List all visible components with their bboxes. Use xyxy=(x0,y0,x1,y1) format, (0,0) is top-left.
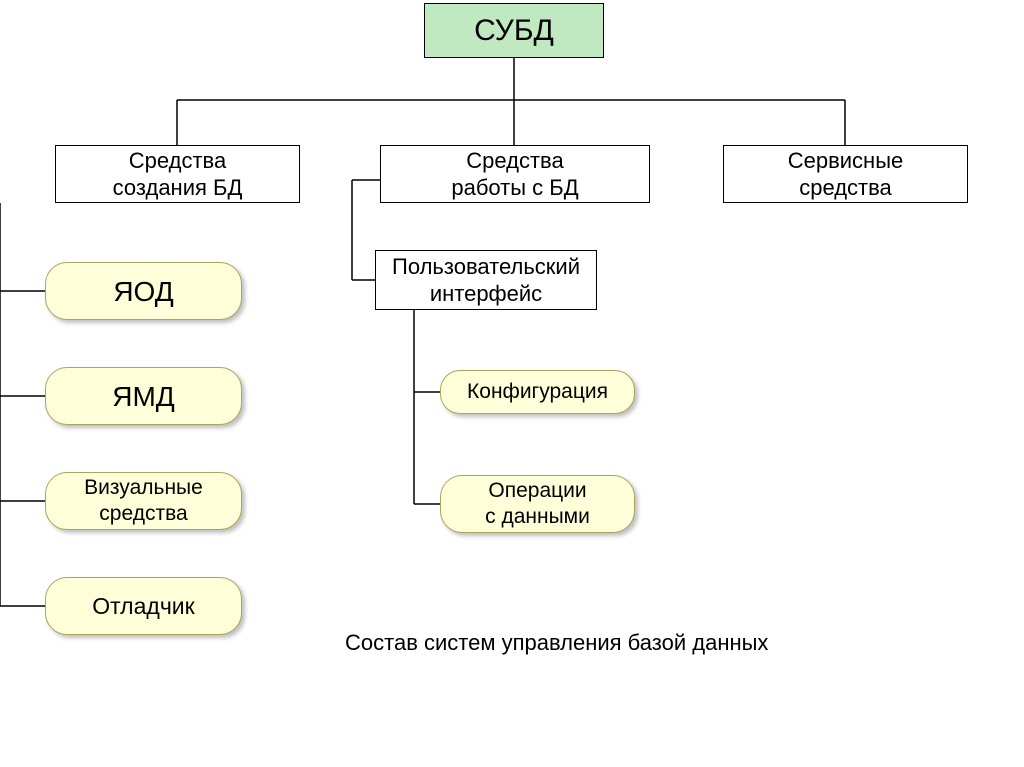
node-root-label: СУБД xyxy=(474,12,554,50)
node-leaf-yaod-label: ЯОД xyxy=(113,274,173,309)
node-leaf-visual: Визуальныесредства xyxy=(45,472,242,530)
node-branch-mid: Средстваработы с БД xyxy=(380,145,650,203)
node-leaf-visual-label: Визуальныесредства xyxy=(84,475,203,528)
node-branch-left-label: Средствасоздания БД xyxy=(113,147,243,202)
node-leaf-yamd: ЯМД xyxy=(45,367,242,425)
node-leaf-yamd-label: ЯМД xyxy=(112,379,175,414)
diagram-caption: Состав систем управления базой данных xyxy=(345,630,768,656)
node-leaf-debug: Отладчик xyxy=(45,577,242,635)
node-branch-left: Средствасоздания БД xyxy=(55,145,300,203)
node-branch-right-label: Сервисныесредства xyxy=(788,147,904,202)
diagram-caption-text: Состав систем управления базой данных xyxy=(345,630,768,655)
node-branch-mid-label: Средстваработы с БД xyxy=(451,147,578,202)
diagram-canvas: СУБД Средствасоздания БД Средстваработы … xyxy=(0,0,1024,767)
node-leaf-ops: Операциис данными xyxy=(440,475,635,533)
node-root: СУБД xyxy=(424,3,604,58)
node-leaf-config-label: Конфигурация xyxy=(467,379,608,405)
node-leaf-ops-label: Операциис данными xyxy=(485,478,590,531)
node-sub-ui-label: Пользовательскийинтерфейс xyxy=(392,253,580,308)
node-branch-right: Сервисныесредства xyxy=(723,145,968,203)
node-leaf-yaod: ЯОД xyxy=(45,262,242,320)
node-sub-ui: Пользовательскийинтерфейс xyxy=(375,250,597,310)
node-leaf-debug-label: Отладчик xyxy=(92,592,194,621)
node-leaf-config: Конфигурация xyxy=(440,370,635,414)
